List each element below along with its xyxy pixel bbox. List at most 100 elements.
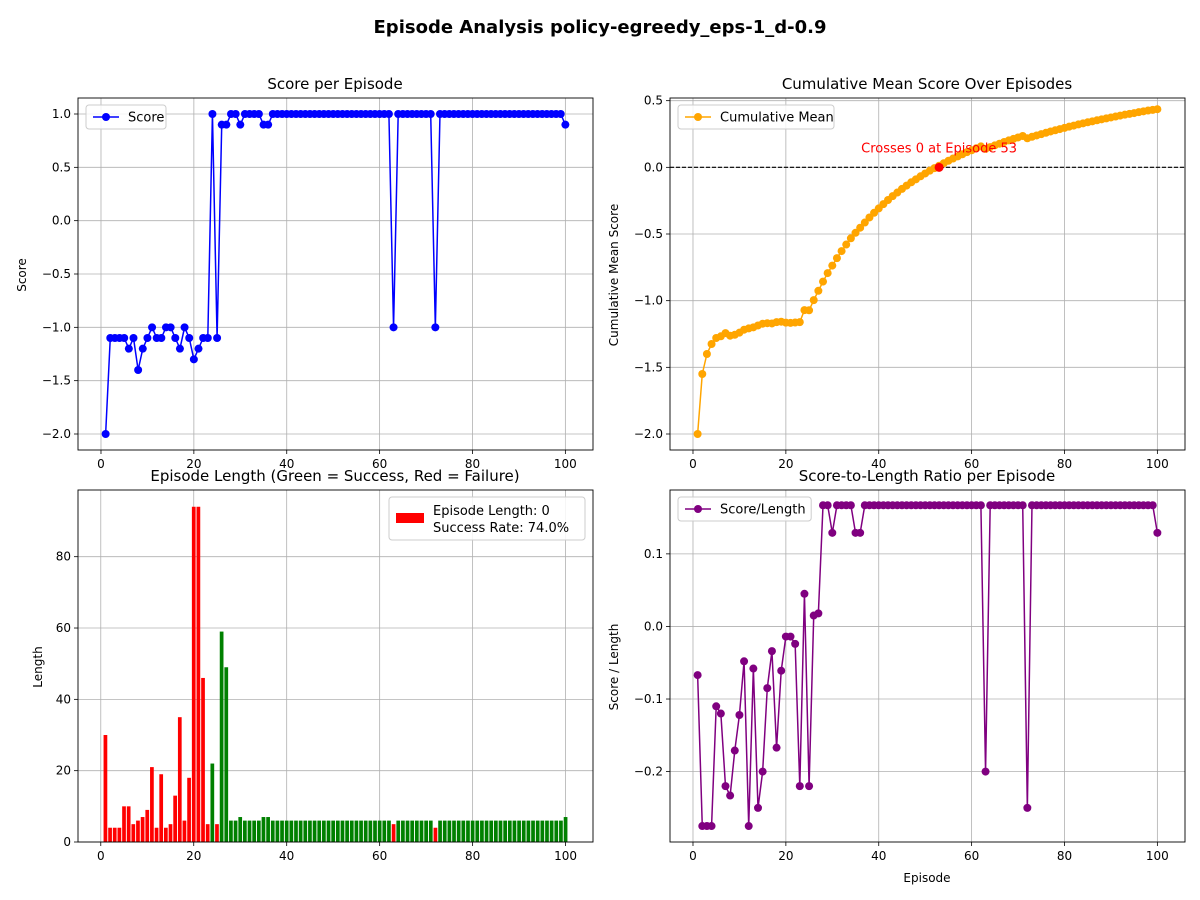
ratio-data-point xyxy=(981,767,990,776)
cummean-y-tick-label: −2.0 xyxy=(634,427,663,441)
ratio-data-point xyxy=(823,501,832,510)
ratio-data-point xyxy=(828,528,837,537)
length-bar xyxy=(549,820,554,842)
length-bar xyxy=(117,827,122,842)
length-bar xyxy=(396,820,401,842)
length-bar xyxy=(308,820,312,842)
ratio-data-point xyxy=(795,782,804,791)
score-data-point xyxy=(556,110,565,118)
length-bar xyxy=(540,820,545,842)
length-bar xyxy=(363,820,368,842)
score-data-point xyxy=(157,334,166,342)
length-y-tick-label: 60 xyxy=(56,621,71,635)
score-data-point xyxy=(384,110,393,118)
ratio-y-tick-label: −0.1 xyxy=(634,692,663,706)
ratio-data-point xyxy=(721,782,730,791)
length-bar xyxy=(224,667,229,842)
length-bar xyxy=(563,817,568,842)
length-bar xyxy=(410,820,415,842)
length-bar xyxy=(554,820,559,842)
length-bar xyxy=(150,767,154,842)
figure-title: Episode Analysis policy-egreedy_eps-1_d-… xyxy=(374,17,827,38)
cummean-x-tick-label: 80 xyxy=(1057,457,1072,471)
cummean-x-tick-label: 60 xyxy=(964,457,979,471)
length-bar xyxy=(196,506,201,842)
ratio-x-tick-label: 60 xyxy=(964,849,979,863)
cummean-y-tick-label: 0.0 xyxy=(644,160,663,174)
length-bar xyxy=(382,820,387,842)
length-bar xyxy=(182,820,187,842)
score-data-point xyxy=(389,323,398,332)
cummean-data-point xyxy=(693,430,702,438)
score-y-axis-label: Score xyxy=(15,258,29,292)
length-bar xyxy=(210,763,215,842)
length-bar xyxy=(298,820,303,842)
episode-length-y-axis-label: Length xyxy=(31,646,45,687)
cummean-y-tick-label: −0.5 xyxy=(634,227,663,241)
score-data-point xyxy=(189,355,198,364)
length-bar xyxy=(168,824,173,842)
cummean-data-point xyxy=(698,370,707,378)
length-x-tick-label: 20 xyxy=(186,849,201,863)
ratio-data-point xyxy=(777,666,786,675)
ratio-data-point xyxy=(805,782,814,791)
cummean-legend-marker xyxy=(694,113,702,121)
cummean-crossing-annotation: Crosses 0 at Episode 53 xyxy=(861,141,1017,156)
score-data-point xyxy=(561,120,570,129)
length-y-tick-label: 40 xyxy=(56,692,71,706)
ratio-data-point xyxy=(814,609,823,618)
cumulative-mean-y-axis-label: Cumulative Mean Score xyxy=(607,204,621,346)
ratio-x-tick-label: 80 xyxy=(1057,849,1072,863)
ratio-data-point xyxy=(800,589,809,598)
score-data-point xyxy=(185,334,194,342)
length-bar xyxy=(503,820,508,842)
score-y-tick-label: −1.5 xyxy=(42,374,71,388)
length-bar xyxy=(531,820,535,842)
ratio-panel: Score-to-Length Ratio per Episode Score … xyxy=(607,467,1186,885)
score-data-point xyxy=(194,344,203,353)
ratio-data-point xyxy=(693,671,702,680)
score-x-tick-label: 40 xyxy=(279,457,294,471)
length-bar xyxy=(452,820,456,842)
cummean-data-point xyxy=(851,228,860,237)
cummean-data-point xyxy=(702,350,711,358)
ratio-y-axis-label: Score / Length xyxy=(607,624,621,711)
length-bar xyxy=(275,820,280,842)
length-bar xyxy=(480,820,484,842)
cummean-data-point xyxy=(809,296,818,305)
length-bar xyxy=(345,820,349,842)
score-y-tick-label: 1.0 xyxy=(52,107,71,121)
length-bar xyxy=(238,817,243,842)
length-bar xyxy=(163,827,168,842)
score-data-point xyxy=(203,334,212,342)
length-bar xyxy=(354,820,359,842)
length-bar xyxy=(424,820,428,842)
length-y-tick-label: 20 xyxy=(56,764,71,778)
length-bar xyxy=(470,820,475,842)
length-bar xyxy=(387,820,391,842)
length-bar xyxy=(526,820,531,842)
cummean-x-tick-label: 40 xyxy=(871,457,886,471)
score-data-point xyxy=(171,334,180,342)
length-legend-label: Success Rate: 74.0% xyxy=(433,521,569,536)
length-legend-box xyxy=(388,496,586,541)
ratio-data-point xyxy=(976,501,985,510)
score-data-point xyxy=(138,344,147,353)
length-bar xyxy=(131,824,136,842)
cummean-data-point xyxy=(795,318,804,327)
score-y-tick-label: 0.5 xyxy=(52,160,71,174)
length-bar xyxy=(466,820,470,842)
length-bar xyxy=(140,817,145,842)
ratio-x-tick-label: 0 xyxy=(689,849,697,863)
cummean-legend-label: Cumulative Mean xyxy=(720,111,834,126)
cummean-crossing-marker xyxy=(934,162,944,172)
ratio-data-point xyxy=(856,528,865,537)
length-bar xyxy=(229,820,233,842)
length-bar xyxy=(493,820,498,842)
ratio-data-point xyxy=(744,822,753,831)
length-bar xyxy=(233,820,238,842)
cummean-y-tick-label: 0.5 xyxy=(644,94,663,108)
length-bar xyxy=(136,820,140,842)
score-x-tick-label: 20 xyxy=(186,457,201,471)
cummean-data-point xyxy=(832,254,841,263)
